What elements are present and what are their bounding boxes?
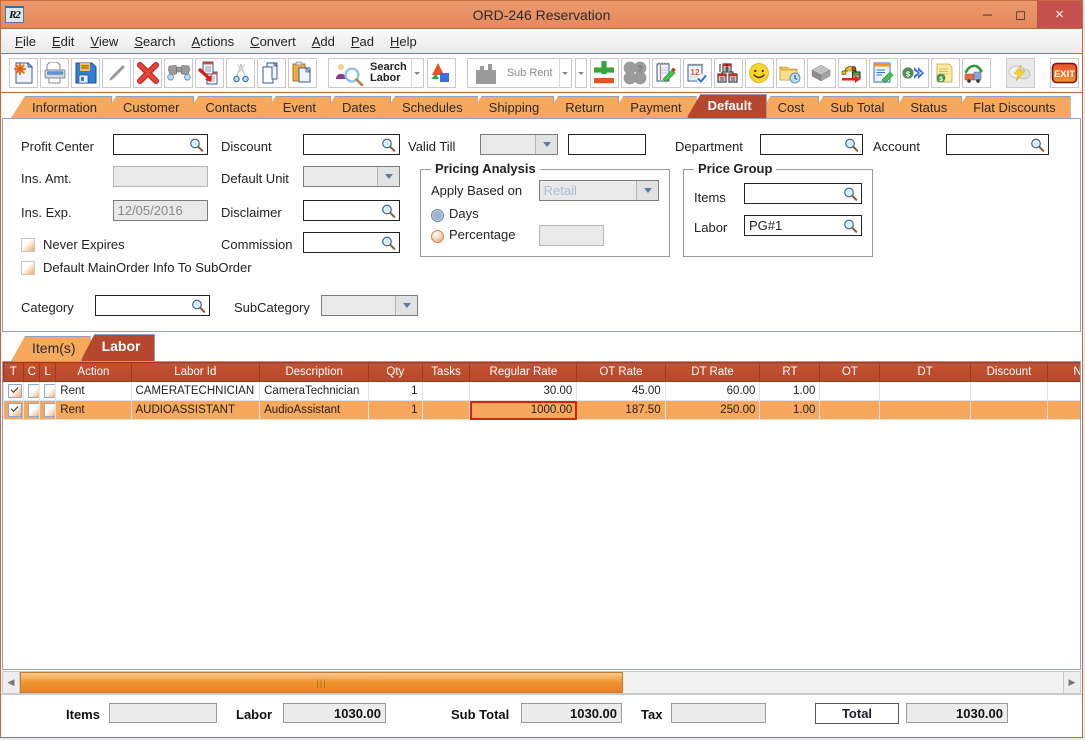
svg-text:$: $ — [939, 76, 943, 83]
svg-text:?: ? — [638, 64, 643, 74]
svg-text:EXIT: EXIT — [1054, 69, 1075, 80]
